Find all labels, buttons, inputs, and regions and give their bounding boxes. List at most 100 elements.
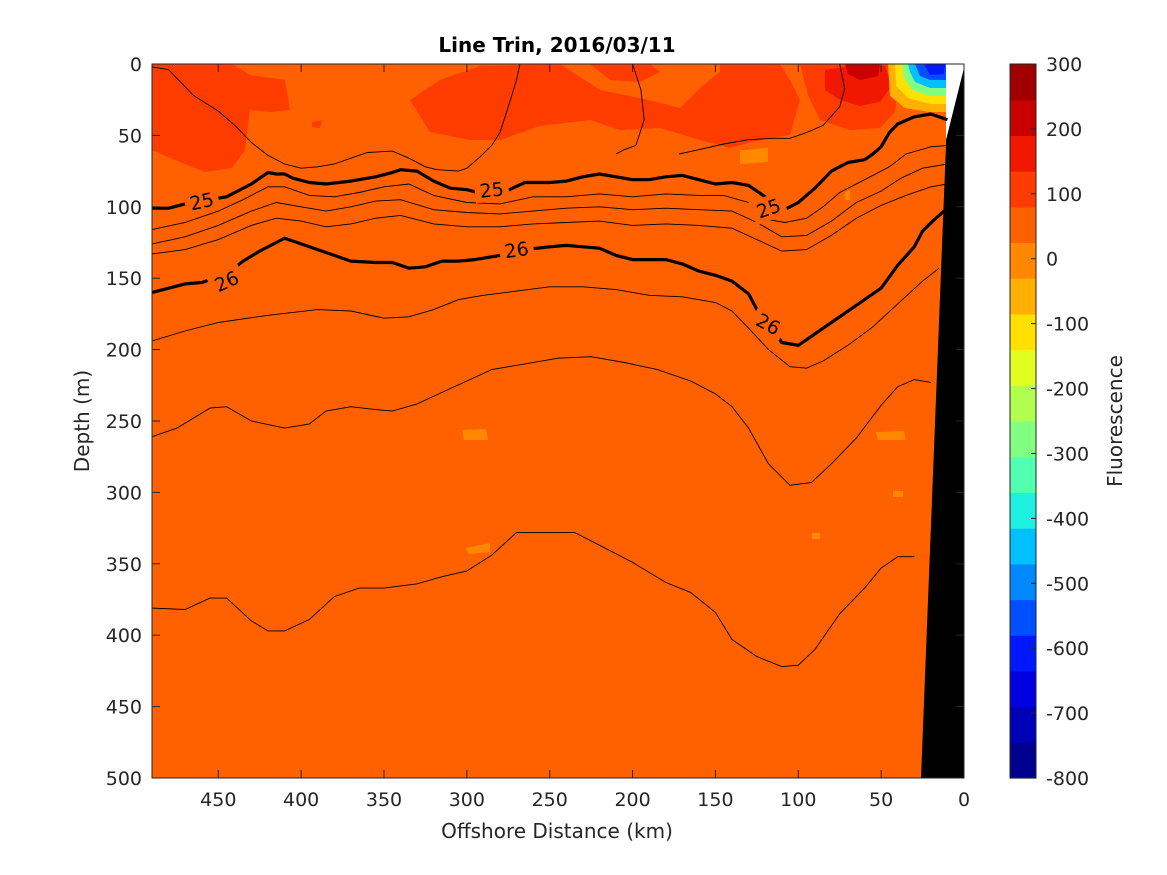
contour-line bbox=[615, 64, 645, 155]
x-tick-label: 0 bbox=[958, 789, 970, 811]
y-axis: 0 50 100 150 200 250 300 350 400 450 500 bbox=[106, 54, 964, 790]
colorbar-frame bbox=[1009, 63, 1037, 779]
contour-label-bg bbox=[182, 185, 221, 217]
contour-line bbox=[152, 356, 931, 486]
colorbar-swatch bbox=[1010, 278, 1036, 315]
colorbar-tick-label: 200 bbox=[1046, 119, 1082, 141]
colorbar-tick-label: -200 bbox=[1046, 379, 1089, 401]
colorbar-tick-label: -500 bbox=[1046, 573, 1089, 595]
colorbar-swatch bbox=[1010, 242, 1036, 279]
y-tick-label: 200 bbox=[106, 340, 142, 362]
cool-spot bbox=[876, 431, 906, 440]
contour-label-bg bbox=[473, 175, 510, 204]
contour-label: 25 bbox=[479, 178, 505, 202]
contour-label-bg bbox=[747, 305, 790, 343]
x-tick-label: 250 bbox=[532, 789, 568, 811]
y-tick-label: 400 bbox=[106, 625, 142, 647]
colorbar-swatch bbox=[1010, 635, 1036, 672]
y-tick-label: 450 bbox=[106, 697, 142, 719]
contour-lines bbox=[152, 64, 955, 668]
colorbar-ticks: 300 200 100 0 -100 -200 -300 -400 -500 -600 -700 -8… bbox=[1031, 54, 1089, 790]
contour-label: 25 bbox=[188, 189, 216, 216]
isopycnal-25 bbox=[152, 112, 948, 213]
cool-spot bbox=[740, 148, 768, 164]
y-tick-label: 250 bbox=[106, 411, 142, 433]
colorbar-swatch bbox=[1010, 421, 1036, 458]
colorbar-tick-label: 300 bbox=[1046, 54, 1082, 76]
contour-line bbox=[152, 531, 915, 668]
contour-line bbox=[152, 163, 948, 245]
cool-spot bbox=[812, 533, 820, 539]
colorbar-swatch bbox=[1010, 670, 1036, 708]
colorbar-swatch bbox=[1010, 706, 1036, 743]
contour-label-bg bbox=[748, 191, 789, 226]
cool-spot bbox=[893, 491, 903, 497]
contour-line bbox=[152, 64, 521, 172]
contour-line bbox=[152, 183, 948, 255]
y-axis-label: Depth (m) bbox=[70, 370, 94, 472]
contour-line bbox=[152, 267, 940, 369]
warm-patch bbox=[410, 64, 800, 148]
colorbar-tick-label: -700 bbox=[1046, 703, 1089, 725]
colorbar-swatch bbox=[1010, 563, 1036, 601]
cool-spot bbox=[845, 190, 850, 200]
x-tick-label: 100 bbox=[780, 789, 816, 811]
colorbar-tick-label: -400 bbox=[1046, 508, 1089, 530]
contour-line bbox=[152, 144, 948, 231]
x-tick-label: 300 bbox=[449, 789, 485, 811]
warm-patch bbox=[845, 64, 880, 80]
colorbar-tick-label: -600 bbox=[1046, 638, 1089, 660]
x-tick-label: 450 bbox=[200, 789, 236, 811]
x-tick-label: 400 bbox=[283, 789, 319, 811]
colorbar-swatch bbox=[1010, 99, 1036, 136]
colorbar-swatch bbox=[1010, 742, 1036, 779]
y-tick-label: 50 bbox=[118, 125, 142, 147]
cool-spot bbox=[466, 543, 490, 554]
hotspot-dark bbox=[924, 64, 945, 75]
colorbar-tick-label: -300 bbox=[1046, 443, 1089, 465]
warm-patch bbox=[312, 120, 322, 128]
colorbar-swatch bbox=[1010, 385, 1036, 422]
colorbar-swatch bbox=[1010, 135, 1036, 172]
cool-spot bbox=[462, 429, 488, 440]
colorbar-tick-label: -800 bbox=[1046, 768, 1089, 790]
isopycnal-26 bbox=[152, 205, 955, 347]
x-axis: 450 400 350 300 250 200 150 100 50 0 bbox=[200, 64, 970, 811]
warm-patch bbox=[590, 64, 660, 82]
colorbar bbox=[1009, 63, 1037, 779]
y-tick-label: 150 bbox=[106, 268, 142, 290]
contour-line bbox=[678, 64, 846, 155]
y-tick-label: 100 bbox=[106, 197, 142, 219]
colorbar-swatch bbox=[1010, 456, 1036, 493]
colorbar-swatch bbox=[1010, 206, 1036, 244]
colorbar-swatch bbox=[1010, 349, 1036, 386]
colorbar-swatch bbox=[1010, 599, 1036, 636]
y-tick-label: 300 bbox=[106, 482, 142, 504]
colorbar-swatch bbox=[1010, 492, 1036, 529]
colorbar-tick-label: 0 bbox=[1046, 249, 1058, 271]
warm-patch bbox=[152, 64, 290, 172]
y-tick-label: 350 bbox=[106, 554, 142, 576]
plot-background bbox=[152, 64, 964, 778]
colorbar-swatch bbox=[1010, 171, 1036, 208]
contour-label-bg bbox=[206, 262, 248, 300]
seafloor-mask bbox=[921, 64, 964, 778]
colorbar-swatch bbox=[1010, 528, 1036, 565]
x-axis-label: Offshore Distance (km) bbox=[441, 819, 673, 843]
x-tick-label: 50 bbox=[869, 789, 893, 811]
y-tick-label: 500 bbox=[106, 768, 142, 790]
colorbar-swatch bbox=[1010, 313, 1036, 351]
contour-label-bg bbox=[498, 235, 536, 264]
y-tick-label: 0 bbox=[130, 54, 142, 76]
colorbar-label: Fluorescence bbox=[1103, 355, 1127, 487]
colorbar-tick-label: 100 bbox=[1046, 184, 1082, 206]
colorbar-tick-label: -100 bbox=[1046, 314, 1089, 336]
fluorescence-field bbox=[152, 64, 964, 778]
x-tick-label: 350 bbox=[366, 789, 402, 811]
contour-label: 26 bbox=[503, 238, 530, 263]
chart-title: Line Trin, 2016/03/11 bbox=[438, 33, 675, 57]
colorbar-swatch bbox=[1010, 64, 1036, 101]
